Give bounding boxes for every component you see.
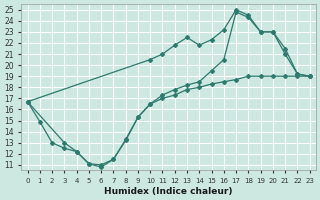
X-axis label: Humidex (Indice chaleur): Humidex (Indice chaleur) xyxy=(104,187,233,196)
